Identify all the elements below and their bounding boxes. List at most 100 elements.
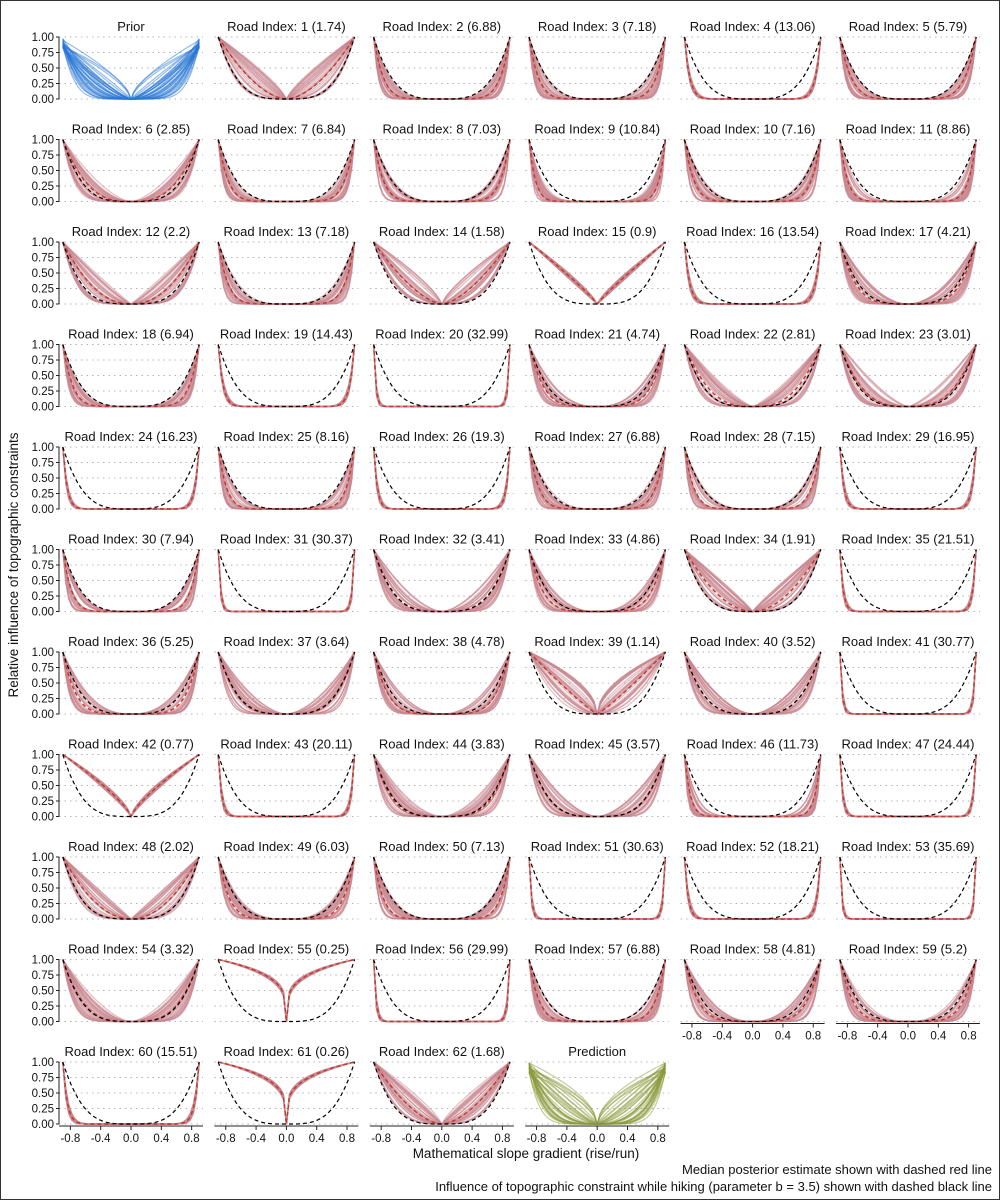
y-tick-label: 0.00: [32, 1017, 54, 1029]
posterior-draw-line: [62, 46, 200, 100]
y-tick-label: 0.25: [32, 284, 54, 296]
posterior-draw-line: [373, 754, 511, 818]
facet-road-43: Road Index: 43 (20.11): [214, 737, 359, 818]
facet-title: Road Index: 42 (0.77): [68, 737, 194, 752]
x-tick-label: 0.0: [900, 1031, 916, 1043]
facet-title: Road Index: 7 (6.84): [227, 122, 346, 137]
x-tick-label: 0.4: [464, 1133, 481, 1145]
median-estimate-line: [62, 446, 200, 510]
facet-title: Road Index: 13 (7.18): [224, 224, 350, 239]
median-estimate-line: [218, 1061, 355, 1125]
facet-road-33: Road Index: 33 (4.86): [525, 532, 670, 613]
facet-title: Road Index: 58 (4.81): [690, 942, 816, 957]
x-tick-label: 0.0: [434, 1133, 450, 1145]
median-estimate-line: [217, 241, 356, 305]
facet-title: Road Index: 3 (7.18): [538, 19, 657, 34]
y-tick-label: 0.25: [32, 591, 54, 603]
facet-road-6: Road Index: 6 (2.85) 0.00 0.25 0.50 0.75 1.00: [32, 122, 203, 209]
reference-line: [683, 959, 822, 1023]
facet-road-60: Road Index: 60 (15.51) 0.00 0.25 0.50 0.75 1.…: [32, 1044, 203, 1145]
reference-line: [62, 139, 200, 203]
x-tick-label: 0.8: [650, 1133, 666, 1145]
median-estimate-line: [372, 959, 511, 1023]
x-tick-label: 0.8: [805, 1031, 821, 1043]
reference-line: [839, 344, 977, 408]
y-tick-label: 0.00: [32, 914, 54, 926]
facet-title: Road Index: 15 (0.9): [538, 224, 657, 239]
y-tick-label: 0.50: [32, 268, 54, 280]
x-tick-label: -0.4: [246, 1133, 266, 1145]
median-estimate-line: [373, 1061, 511, 1125]
x-tick-label: 0.4: [775, 1031, 792, 1043]
facet-title: Road Index: 33 (4.86): [534, 532, 660, 547]
x-tick-label: -0.8: [60, 1133, 80, 1145]
reference-line: [62, 549, 200, 613]
posterior-draw-line: [373, 856, 511, 920]
posterior-draw-line: [62, 344, 200, 408]
median-estimate-line: [528, 651, 666, 715]
median-estimate-line: [372, 36, 511, 100]
facet-title: Road Index: 59 (5.2): [849, 942, 968, 957]
y-tick-label: 0.00: [32, 94, 54, 106]
facet-title: Road Index: 17 (4.21): [845, 224, 971, 239]
facet-title: Road Index: 46 (11.73): [687, 737, 819, 752]
median-estimate-line: [217, 36, 356, 100]
x-tick-label: 0.0: [278, 1133, 294, 1145]
facet-prediction: Prediction -0.8 -0.4 0.0 0.4 0.8: [525, 1044, 670, 1145]
facet-road-27: Road Index: 27 (6.88): [525, 429, 670, 510]
y-tick-label: 0.50: [32, 1088, 54, 1100]
posterior-draw-line: [684, 549, 822, 613]
facet-road-28: Road Index: 28 (7.15): [680, 429, 825, 510]
facet-road-19: Road Index: 19 (14.43): [214, 327, 359, 408]
reference-line: [528, 36, 666, 100]
facet-title: Road Index: 51 (30.63): [531, 839, 664, 854]
facet-title: Road Index: 40 (3.52): [690, 634, 816, 649]
y-tick-label: 0.75: [32, 765, 54, 777]
y-tick-label: 0.00: [32, 607, 54, 619]
facet-road-23: Road Index: 23 (3.01): [836, 327, 980, 408]
posterior-draw-line: [373, 549, 511, 613]
median-estimate-line: [218, 958, 355, 1022]
facet-title: Road Index: 31 (30.37): [220, 532, 353, 547]
median-estimate-line: [217, 446, 356, 510]
facet-road-37: Road Index: 37 (3.64): [214, 634, 359, 715]
x-tick-label: -0.8: [371, 1133, 391, 1145]
facet-road-62: Road Index: 62 (1.68) -0.8 -0.4 0.0 0.4 0.8: [369, 1044, 514, 1145]
facet-road-55: Road Index: 55 (0.25): [214, 942, 359, 1023]
reference-line: [217, 36, 356, 100]
median-estimate-line: [839, 959, 977, 1023]
y-tick-label: 0.75: [32, 1073, 54, 1085]
y-tick-label: 1.00: [32, 955, 54, 967]
median-estimate-line: [528, 241, 666, 306]
facet-title: Prior: [117, 19, 145, 34]
facet-title: Road Index: 27 (6.88): [534, 429, 660, 444]
facet-title: Road Index: 54 (3.32): [68, 942, 194, 957]
facet-title: Road Index: 49 (6.03): [224, 839, 350, 854]
median-estimate-line: [62, 753, 200, 818]
median-estimate-line: [372, 139, 511, 203]
facet-title: Road Index: 48 (2.02): [68, 839, 194, 854]
facet-road-9: Road Index: 9 (10.84): [525, 122, 670, 203]
facet-road-61: Road Index: 61 (0.26) -0.8 -0.4 0.0 0.4 0.8: [214, 1044, 359, 1145]
facet-title: Road Index: 23 (3.01): [845, 327, 971, 342]
median-estimate-line: [62, 651, 200, 715]
y-tick-label: 0.25: [32, 79, 54, 91]
reference-line: [839, 446, 977, 510]
facet-road-25: Road Index: 25 (8.16): [214, 429, 359, 510]
reference-line: [62, 1061, 200, 1125]
y-tick-label: 1.00: [32, 852, 54, 864]
facet-road-2: Road Index: 2 (6.88): [369, 19, 514, 100]
posterior-draw-line: [62, 47, 200, 100]
median-estimate-line: [839, 856, 977, 920]
y-axis-title: Relative influence of topographic constr…: [6, 432, 21, 697]
facet-title: Road Index: 60 (15.51): [65, 1044, 198, 1059]
facet-title: Road Index: 24 (16.23): [65, 429, 198, 444]
reference-line: [839, 856, 977, 920]
posterior-draw-line: [528, 446, 666, 510]
x-tick-label: -0.4: [402, 1133, 422, 1145]
reference-line: [373, 856, 511, 920]
y-tick-label: 1.00: [32, 32, 54, 44]
facet-road-45: Road Index: 45 (3.57): [525, 737, 670, 818]
y-tick-label: 1.00: [32, 135, 54, 147]
y-tick-label: 0.50: [32, 473, 54, 485]
